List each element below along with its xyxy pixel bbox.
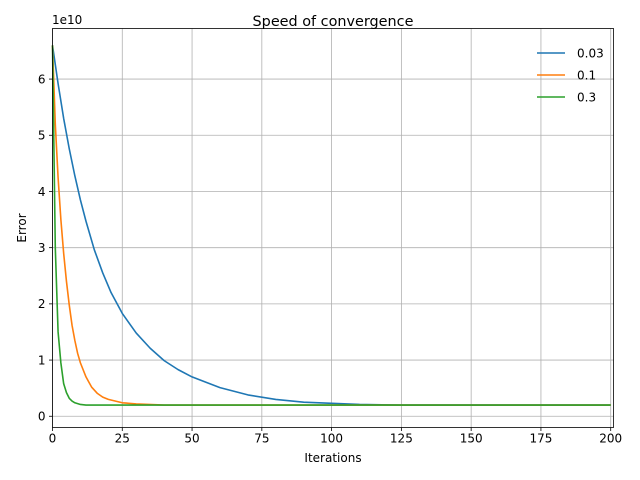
grid	[52, 28, 614, 428]
x-axis-label: Iterations	[304, 451, 361, 465]
x-axis-ticks: 0 25 50 75 100 125 150 175 200	[49, 427, 622, 446]
x-tick-label: 100	[320, 432, 343, 446]
legend: 0.03 0.1 0.3	[537, 46, 604, 104]
x-tick-label: 50	[184, 432, 199, 446]
x-tick-label: 125	[390, 432, 413, 446]
y-axis-label: Error	[15, 213, 29, 242]
y-tick-label: 2	[38, 297, 46, 311]
chart-title: Speed of convergence	[253, 14, 414, 30]
plot-series	[51, 45, 611, 406]
legend-label-0.1: 0.1	[577, 68, 596, 82]
legend-label-0.3: 0.3	[577, 90, 596, 104]
y-axis-ticks: 0 1 2 3 4 5 6	[38, 72, 53, 424]
y-tick-label: 6	[38, 72, 46, 86]
axes-frame	[52, 28, 614, 428]
x-tick-label: 0	[49, 432, 57, 446]
y-tick-label: 4	[38, 185, 46, 199]
y-tick-label: 3	[38, 241, 46, 255]
y-tick-label: 0	[38, 410, 46, 424]
x-tick-label: 25	[115, 432, 130, 446]
y-tick-label: 1	[38, 353, 46, 367]
y-offset-label: 1e10	[52, 13, 82, 27]
x-tick-label: 150	[460, 432, 483, 446]
series-line-0.3	[51, 45, 611, 406]
x-tick-label: 75	[254, 432, 269, 446]
legend-label-0.03: 0.03	[577, 46, 604, 60]
x-tick-label: 200	[599, 432, 622, 446]
y-tick-label: 5	[38, 129, 46, 143]
x-tick-label: 175	[529, 432, 552, 446]
